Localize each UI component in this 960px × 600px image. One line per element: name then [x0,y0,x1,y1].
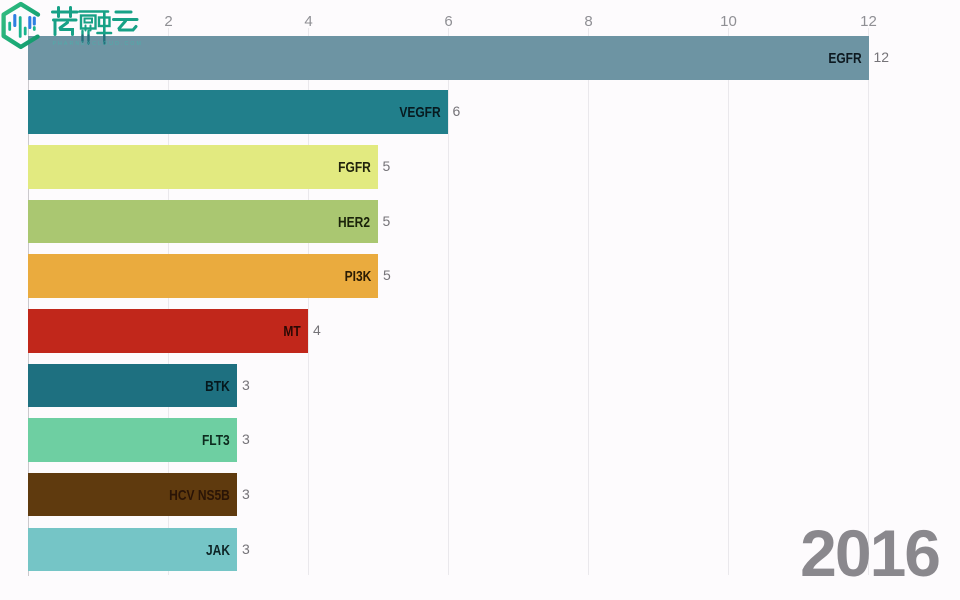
svg-text:PHARNEXCLOUD.COM: PHARNEXCLOUD.COM [53,41,143,47]
